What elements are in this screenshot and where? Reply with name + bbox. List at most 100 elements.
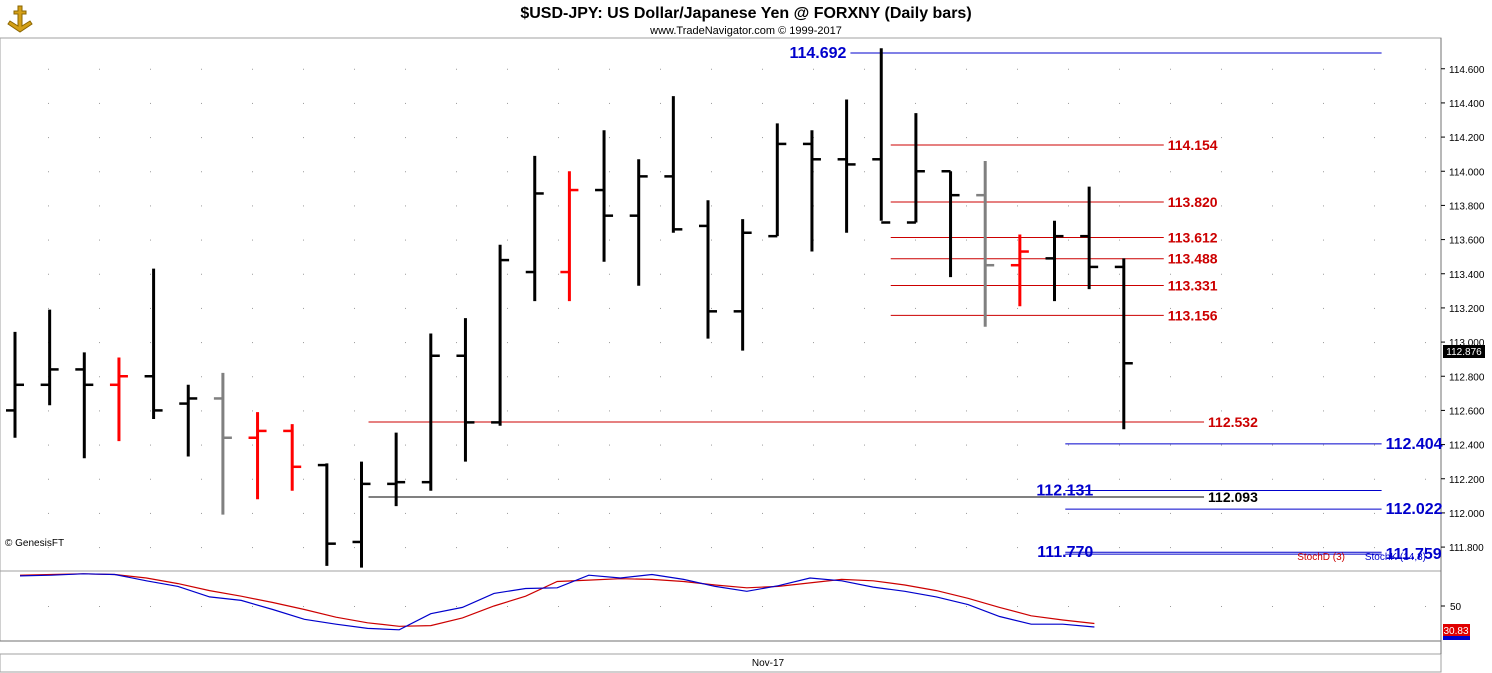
grid-dot (150, 239, 151, 241)
grid-dot (1170, 342, 1171, 344)
grid-dot (252, 410, 253, 412)
grid-dot (915, 239, 916, 241)
stoch-pane-frame (0, 570, 1442, 642)
grid-dot (1374, 137, 1375, 139)
grid-dot (1170, 410, 1171, 412)
grid-dot (864, 137, 865, 139)
grid-dot (48, 137, 49, 139)
grid-dot (864, 376, 865, 378)
grid-dot (1272, 444, 1273, 446)
grid-dot (303, 410, 304, 412)
y-tick-label: 112.000 (1449, 509, 1485, 520)
grid-dot (762, 68, 763, 70)
grid-dot (1017, 171, 1018, 173)
grid-dot (252, 273, 253, 275)
grid-dot (609, 102, 610, 104)
y-tick-label: 113.400 (1449, 270, 1485, 281)
grid-dot (405, 171, 406, 173)
stoch-grid-dot (609, 606, 610, 607)
y-tick-label: 114.400 (1449, 99, 1485, 110)
grid-dot (1272, 205, 1273, 207)
grid-dot (507, 547, 508, 549)
grid-dot (609, 205, 610, 207)
grid-dot (354, 171, 355, 173)
grid-dot (1170, 444, 1171, 446)
grid-dot (1374, 410, 1375, 412)
grid-dot (1119, 444, 1120, 446)
grid-dot (48, 102, 49, 104)
grid-dot (405, 444, 406, 446)
grid-dot (1068, 478, 1069, 480)
stoch-grid-dot (303, 606, 304, 607)
grid-dot (1425, 171, 1426, 173)
grid-dot (660, 307, 661, 309)
grid-dot (303, 478, 304, 480)
stoch-grid-dot (507, 606, 508, 607)
grid-dot (456, 410, 457, 412)
grid-dot (1374, 307, 1375, 309)
grid-dot (1425, 547, 1426, 549)
legend-stochd: StochD (3) (1297, 552, 1345, 563)
grid-dot (762, 376, 763, 378)
grid-dot (354, 376, 355, 378)
grid-dot (48, 410, 49, 412)
grid-dot (609, 547, 610, 549)
grid-dot (558, 342, 559, 344)
grid-dot (1170, 376, 1171, 378)
grid-dot (660, 478, 661, 480)
grid-dot (1119, 307, 1120, 309)
grid-dot (660, 342, 661, 344)
grid-dot (201, 205, 202, 207)
x-axis-label: Nov-17 (752, 658, 785, 669)
grid-dot (864, 512, 865, 514)
grid-dot (1425, 102, 1426, 104)
grid-dot (150, 68, 151, 70)
grid-dot (1170, 102, 1171, 104)
grid-dot (1272, 102, 1273, 104)
y-tick-label: 111.800 (1449, 543, 1484, 554)
x-axis-frame (0, 653, 1442, 673)
level-label: 113.331 (1168, 278, 1218, 294)
grid-dot (507, 205, 508, 207)
grid-dot (609, 68, 610, 70)
stoch-grid-dot (1017, 606, 1018, 607)
grid-dot (303, 512, 304, 514)
grid-dot (150, 102, 151, 104)
grid-dot (1221, 205, 1222, 207)
y-tick-label: 114.000 (1449, 167, 1485, 178)
grid-dot (1221, 171, 1222, 173)
grid-dot (1425, 205, 1426, 207)
grid-dot (150, 547, 151, 549)
stoch-last-label: 30.83 (1443, 626, 1468, 637)
grid-dot (1068, 512, 1069, 514)
grid-dot (1374, 512, 1375, 514)
grid-dot (1221, 376, 1222, 378)
grid-dot (48, 478, 49, 480)
grid-dot (915, 410, 916, 412)
grid-dot (915, 307, 916, 309)
grid-dot (864, 68, 865, 70)
grid-dot (48, 273, 49, 275)
grid-dot (1323, 512, 1324, 514)
grid-dot (99, 68, 100, 70)
stoch-grid-dot (762, 606, 763, 607)
grid-dot (405, 273, 406, 275)
grid-dot (1119, 547, 1120, 549)
grid-dot (1068, 342, 1069, 344)
grid-dot (456, 137, 457, 139)
stoch-grid-dot (660, 606, 661, 607)
grid-dot (1221, 547, 1222, 549)
grid-dot (1221, 512, 1222, 514)
grid-dot (252, 102, 253, 104)
grid-dot (1374, 342, 1375, 344)
grid-dot (1221, 444, 1222, 446)
grid-dot (1323, 342, 1324, 344)
grid-dot (609, 342, 610, 344)
grid-dot (864, 205, 865, 207)
grid-dot (711, 171, 712, 173)
grid-dot (558, 376, 559, 378)
grid-dot (456, 342, 457, 344)
grid-dot (813, 512, 814, 514)
grid-dot (252, 444, 253, 446)
